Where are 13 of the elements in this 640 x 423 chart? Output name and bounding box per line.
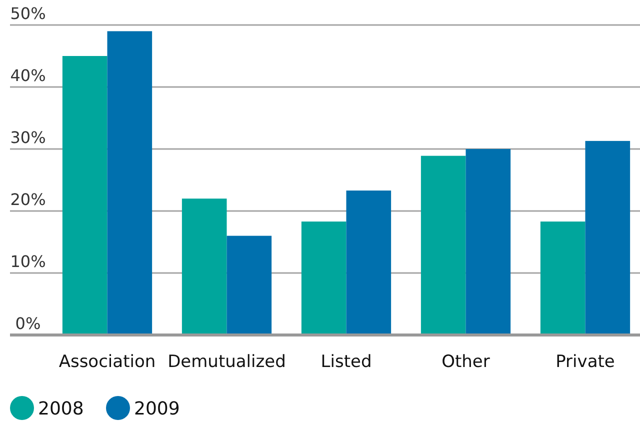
y-tick-label: 20%: [10, 190, 46, 209]
x-tick-label: Other: [442, 352, 490, 372]
legend-label: 2008: [38, 398, 84, 420]
y-tick-label: 10%: [10, 252, 46, 271]
x-tick-label: Private: [556, 352, 615, 372]
y-tick-label: 40%: [10, 66, 46, 85]
y-tick-label: 50%: [10, 4, 46, 23]
x-tick-label: Listed: [320, 352, 372, 372]
legend-label: 2009: [134, 398, 180, 420]
x-tick-label: Demutualized: [168, 352, 286, 372]
x-tick-label: Association: [58, 352, 156, 372]
y-tick-label: 0%: [15, 314, 41, 333]
y-tick-label: 30%: [10, 128, 46, 147]
